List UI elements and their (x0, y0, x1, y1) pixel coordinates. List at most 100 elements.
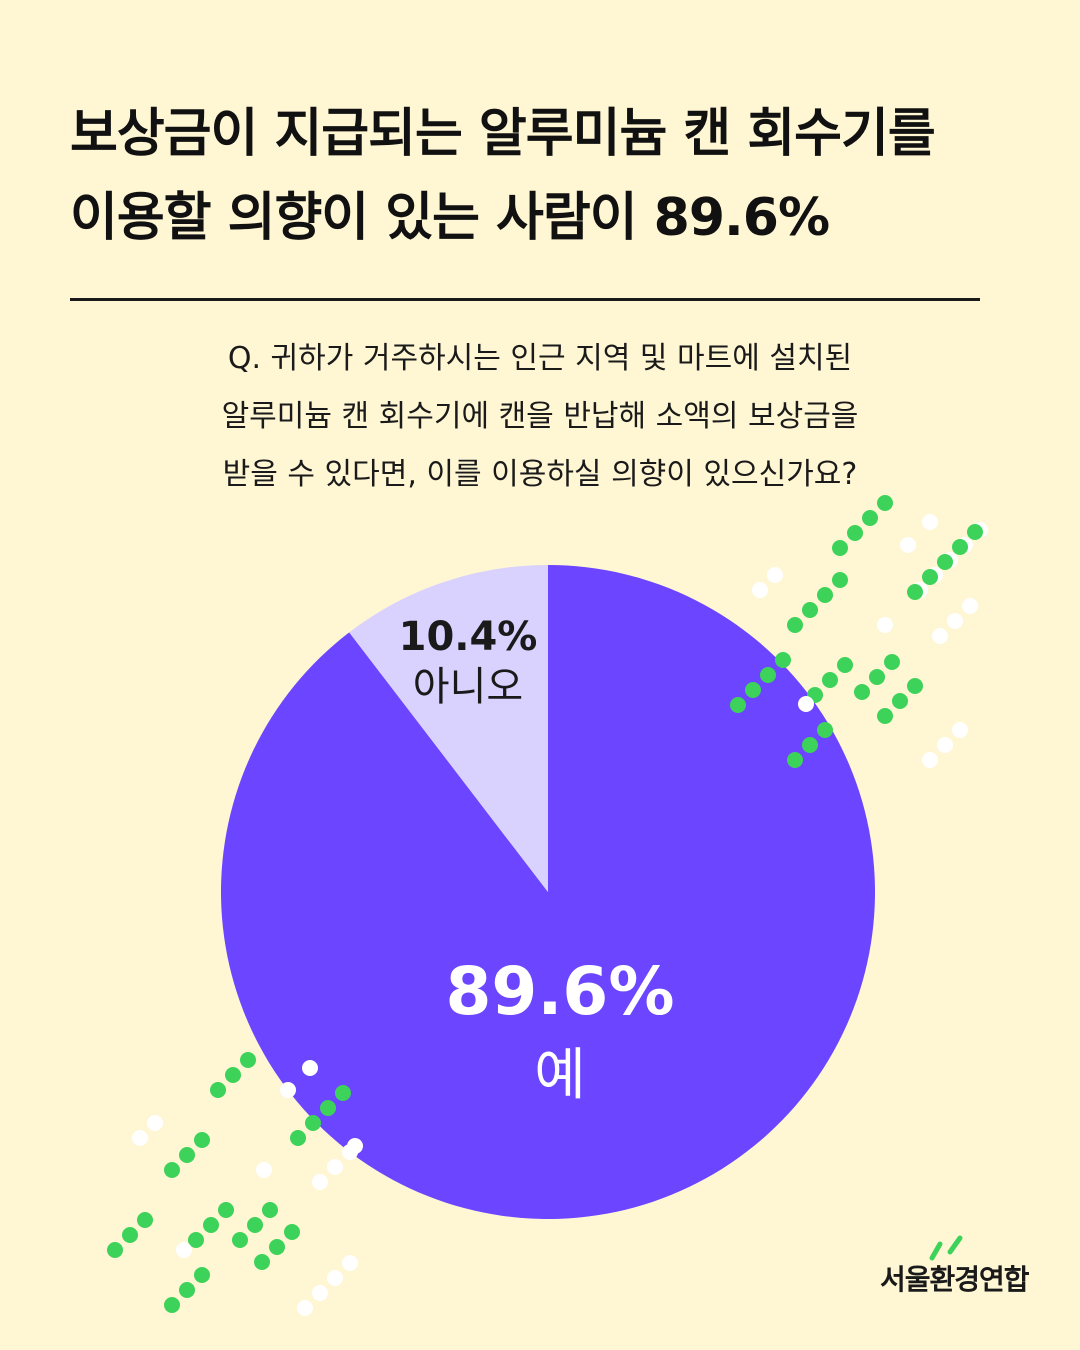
question-line-1: Q. 귀하가 거주하시는 인근 지역 및 마트에 설치된 (227, 341, 853, 376)
dot-stroke (907, 524, 983, 600)
dot (798, 696, 814, 712)
dot (290, 1130, 306, 1146)
dot (262, 1202, 278, 1218)
dot (302, 1060, 318, 1076)
dot (967, 524, 983, 540)
dot-stroke (232, 1202, 278, 1248)
dot-stroke (254, 1224, 300, 1270)
dot (137, 1212, 153, 1228)
dot (254, 1254, 270, 1270)
pie-slice-yes (220, 565, 875, 1220)
divider (70, 298, 980, 301)
decorative-dots-front (176, 514, 968, 1258)
dot (877, 495, 893, 511)
dot (179, 1282, 195, 1298)
dot (884, 654, 900, 670)
dot (312, 1285, 328, 1301)
dot (862, 510, 878, 526)
logo-text: 서울환경연합 (880, 1263, 1030, 1296)
dot (937, 737, 953, 753)
dot (937, 554, 953, 570)
slice-label-yes: 89.6% 예 (410, 950, 710, 1118)
dot (176, 1242, 192, 1258)
dot (907, 678, 923, 694)
headline-line-2: 이용할 의향이 있는 사람이 89.6% (70, 188, 830, 248)
dot (932, 628, 948, 644)
dot (832, 572, 848, 588)
slice-category-no: 아니오 (412, 664, 524, 710)
dot-stroke (107, 1212, 153, 1258)
dot (760, 667, 776, 683)
dot (225, 1067, 241, 1083)
dot (210, 1082, 226, 1098)
dot-stroke (832, 495, 893, 556)
dot (132, 1130, 148, 1146)
dot (240, 1052, 256, 1068)
dot (947, 613, 963, 629)
slice-value-yes: 89.6% (445, 953, 675, 1030)
dot (280, 1082, 296, 1098)
dot (297, 1300, 313, 1316)
logo-leaf-icon (929, 1235, 963, 1261)
dot (952, 722, 968, 738)
dot (327, 1270, 343, 1286)
slice-label-no: 10.4% 아니오 (388, 612, 548, 712)
dot-stroke (730, 652, 791, 713)
dot (284, 1224, 300, 1240)
dot (305, 1115, 321, 1131)
dot (256, 1162, 272, 1178)
question-line-3: 받을 수 있다면, 이를 이용하실 의향이 있으신가요? (222, 457, 858, 492)
dot (952, 539, 968, 555)
slice-value-no: 10.4% (398, 614, 538, 660)
dot (164, 1297, 180, 1313)
dot (787, 617, 803, 633)
dot-stroke (787, 572, 848, 633)
dot-stroke (210, 1052, 256, 1098)
dot-stroke (807, 657, 853, 703)
dot-stroke (188, 1202, 234, 1248)
dot (802, 737, 818, 753)
dot (869, 669, 885, 685)
dot (877, 708, 893, 724)
dot (802, 602, 818, 618)
dot (892, 693, 908, 709)
dot (327, 1159, 343, 1175)
dot (179, 1147, 195, 1163)
dot (745, 682, 761, 698)
dot (194, 1267, 210, 1283)
dot (817, 722, 833, 738)
headline: 보상금이 지급되는 알루미늄 캔 회수기를 이용할 의향이 있는 사람이 89.… (70, 92, 1030, 260)
dot (320, 1100, 336, 1116)
dot (822, 672, 838, 688)
logo: 서울환경연합 (880, 1234, 1040, 1304)
dot (837, 657, 853, 673)
dot (730, 697, 746, 713)
dot (877, 617, 893, 633)
survey-question: Q. 귀하가 거주하시는 인근 지역 및 마트에 설치된 알루미늄 캔 회수기에… (90, 330, 990, 504)
dot-stroke (854, 654, 900, 700)
dot (269, 1239, 285, 1255)
dot-stroke (932, 598, 978, 644)
dot (122, 1227, 138, 1243)
dot (247, 1217, 263, 1233)
dot (962, 598, 978, 614)
dot (767, 567, 783, 583)
pie-slice-no (349, 565, 548, 892)
dot (847, 525, 863, 541)
dot (335, 1085, 351, 1101)
dot (832, 540, 848, 556)
dot (907, 584, 923, 600)
dot (107, 1242, 123, 1258)
dot (218, 1202, 234, 1218)
dot-stroke (877, 678, 923, 724)
dot-stroke (752, 567, 783, 598)
dot (787, 752, 803, 768)
dot-stroke (297, 1255, 358, 1316)
dot-stroke (164, 1267, 210, 1313)
dot-stroke (290, 1085, 351, 1146)
headline-line-1: 보상금이 지급되는 알루미늄 캔 회수기를 (70, 104, 936, 164)
dot-stroke (787, 722, 833, 768)
dot (900, 537, 916, 553)
dot (147, 1115, 163, 1131)
question-line-2: 알루미늄 캔 회수기에 캔을 반납해 소액의 보상금을 (221, 399, 859, 434)
